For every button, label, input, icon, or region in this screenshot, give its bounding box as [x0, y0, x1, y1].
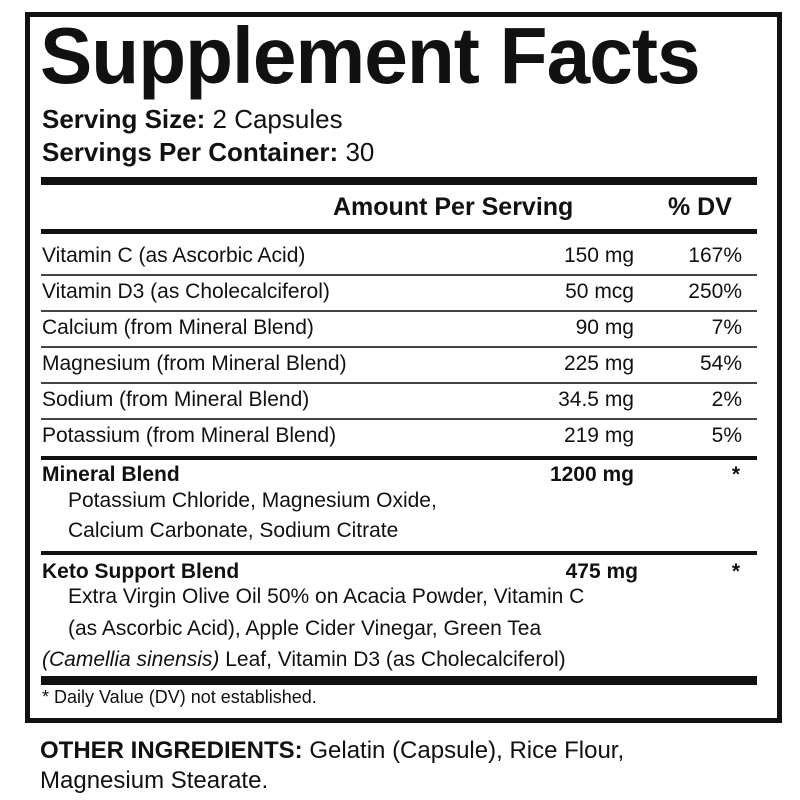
nutrient-dv: 2% [711, 388, 742, 411]
nutrient-name: Calcium (from Mineral Blend) [42, 316, 314, 339]
nutrient-amount: 219 mg [563, 424, 634, 447]
row-divider [41, 274, 757, 276]
nutrient-dv: 54% [699, 352, 742, 375]
nutrient-name: Magnesium (from Mineral Blend) [42, 352, 347, 375]
row-divider [41, 310, 757, 312]
supplement-facts-panel [25, 12, 782, 723]
amount-header: Amount Per Serving [333, 193, 574, 221]
nutrient-amount: 150 mg [563, 244, 634, 267]
nutrient-dv: 5% [711, 424, 742, 447]
keto-blend-name: Keto Support Blend [42, 560, 240, 583]
mineral-blend-amount: 1200 mg [549, 463, 634, 486]
nutrient-dv: 7% [711, 316, 742, 339]
nutrient-amount: 50 mcg [565, 280, 634, 303]
nutrient-name: Sodium (from Mineral Blend) [42, 388, 310, 411]
divider [41, 551, 757, 555]
divider-thick [41, 177, 757, 185]
other-ingredients-label: OTHER INGREDIENTS: [40, 737, 303, 764]
servings-label: Servings Per Container: [42, 137, 339, 167]
keto-blend-ingredients: Extra Virgin Olive Oil 50% on Acacia Pow… [68, 585, 585, 608]
mineral-blend-dv: * [731, 463, 740, 486]
divider [41, 456, 757, 460]
other-ingredients-line: Magnesium Stearate. [40, 767, 269, 794]
divider [41, 229, 757, 234]
serving-size: Serving Size: 2 Capsules [42, 104, 343, 135]
serving-size-label: Serving Size: [42, 104, 206, 134]
mineral-blend-name: Mineral Blend [42, 463, 180, 486]
divider-thick [41, 676, 757, 685]
keto-blend-dv: * [731, 560, 740, 583]
panel-title: Supplement Facts [40, 11, 701, 100]
other-ingredients: OTHER INGREDIENTS: Gelatin (Capsule), Ri… [40, 737, 624, 765]
servings-per-container: Servings Per Container: 30 [42, 137, 374, 168]
mineral-blend-ingredients: Calcium Carbonate, Sodium Citrate [68, 519, 399, 542]
keto-blend-ingredients: (Camellia sinensis) Leaf, Vitamin D3 (as… [42, 648, 566, 672]
nutrient-amount: 90 mg [575, 316, 634, 339]
nutrient-name: Vitamin D3 (as Cholecalciferol) [42, 280, 330, 303]
keto-blend-ingredients-rest: Leaf, Vitamin D3 (as Cholecalciferol) [219, 648, 566, 671]
nutrient-dv: 167% [688, 244, 742, 267]
nutrient-dv: 250% [688, 280, 742, 303]
serving-size-value: 2 Capsules [212, 104, 343, 134]
row-divider [41, 346, 757, 348]
nutrient-name: Potassium (from Mineral Blend) [42, 424, 337, 447]
dv-header: % DV [668, 193, 732, 221]
footnote: * Daily Value (DV) not established. [42, 687, 317, 707]
mineral-blend-ingredients: Potassium Chloride, Magnesium Oxide, [68, 489, 437, 512]
keto-blend-ingredients: (as Ascorbic Acid), Apple Cider Vinegar,… [68, 617, 542, 640]
row-divider [41, 418, 757, 420]
servings-value: 30 [345, 137, 375, 167]
nutrient-amount: 34.5 mg [558, 388, 634, 411]
row-divider [41, 382, 757, 384]
nutrient-name: Vitamin C (as Ascorbic Acid) [42, 244, 306, 267]
nutrient-amount: 225 mg [563, 352, 634, 375]
keto-blend-amount: 475 mg [565, 560, 638, 583]
other-ingredients-line: Gelatin (Capsule), Rice Flour, [302, 737, 625, 764]
botanical-name: (Camellia sinensis) [42, 648, 220, 671]
